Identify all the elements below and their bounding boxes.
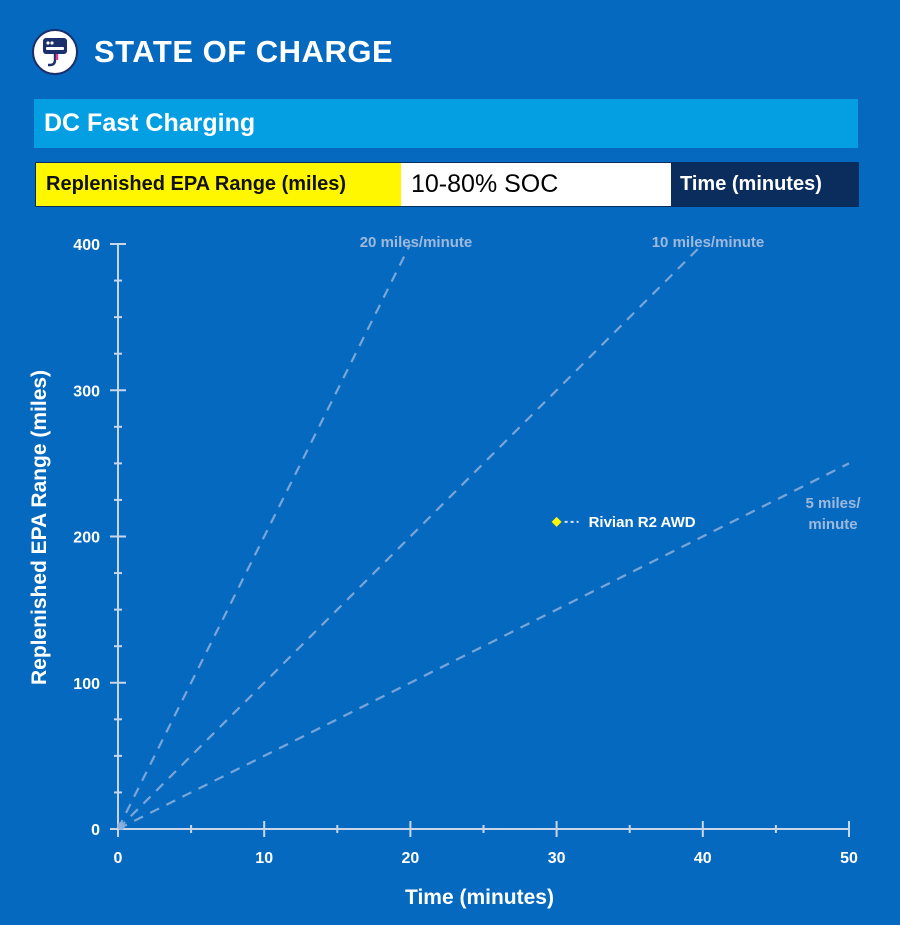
reference-line-20 [117, 243, 412, 830]
data-point-label: Rivian R2 AWD [589, 514, 696, 531]
y-tick-label: 0 [91, 822, 100, 839]
y-tick-label: 400 [73, 237, 100, 254]
charger-plug-icon [32, 29, 78, 75]
legend-row: Replenished EPA Range (miles) 10-80% SOC… [35, 162, 859, 207]
reference-label-5: 5 miles/ [805, 495, 861, 512]
x-tick-label: 40 [694, 850, 712, 867]
x-tick-label: 20 [402, 850, 420, 867]
header: STATE OF CHARGE [32, 26, 393, 78]
y-tick-label: 200 [73, 530, 100, 547]
reference-label-20: 20 miles/minute [360, 234, 473, 251]
legend-soc-label: 10-80% SOC [401, 163, 671, 206]
x-tick-label: 30 [548, 850, 566, 867]
x-axis-title: Time (minutes) [405, 886, 554, 909]
y-axis-title: Replenished EPA Range (miles) [28, 370, 51, 685]
y-tick-label: 300 [73, 383, 100, 400]
legend-x-axis-label: Time (minutes) [671, 163, 858, 206]
chart-subtitle: DC Fast Charging [34, 99, 858, 148]
legend-y-axis-label: Replenished EPA Range (miles) [36, 163, 401, 206]
x-tick-label: 10 [255, 850, 273, 867]
y-tick-label: 100 [73, 676, 100, 693]
origin-marker [117, 822, 125, 830]
reference-label-5: minute [808, 516, 857, 533]
reference-line-5 [117, 462, 850, 830]
x-tick-label: 0 [114, 850, 123, 867]
page-title: STATE OF CHARGE [94, 34, 394, 69]
reference-label-10: 10 miles/minute [652, 234, 765, 251]
x-tick-label: 50 [840, 850, 858, 867]
reference-line-10 [117, 243, 704, 830]
data-point-marker [551, 516, 562, 527]
